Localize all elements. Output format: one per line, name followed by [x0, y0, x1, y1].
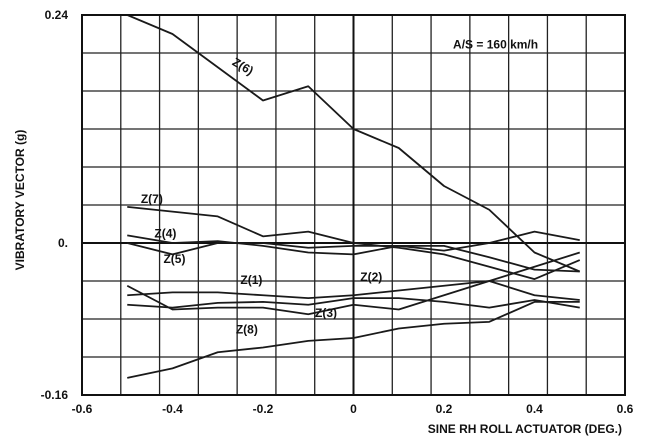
x-tick-label: 0.4: [526, 402, 543, 416]
series-label: Z(4): [154, 226, 176, 240]
series-label: Z(6): [230, 55, 256, 78]
x-axis-title: SINE RH ROLL ACTUATOR (DEG.): [428, 422, 622, 436]
series-label: Z(3): [315, 306, 337, 320]
y-tick-label: 0.24: [45, 8, 69, 22]
x-tick-label: -0.6: [72, 402, 93, 416]
y-tick-label: -0.16: [41, 388, 69, 402]
series-line-7: [127, 206, 581, 281]
series-line-6: [126, 14, 581, 273]
series-label: Z(5): [163, 252, 185, 266]
x-tick-label: 0: [350, 402, 357, 416]
x-axis-ticks: -0.6 -0.4 -0.2 0 0.2 0.4 0.6: [72, 402, 634, 416]
series-line-1: [127, 251, 581, 300]
series-layer: [126, 14, 581, 379]
y-tick-label: 0.: [58, 236, 68, 250]
grid: [81, 14, 626, 396]
airspeed-annotation: A/S = 160 km/h: [453, 37, 538, 51]
series-label: Z(8): [236, 322, 258, 336]
y-axis-title: VIBRATORY VECTOR (g): [13, 130, 27, 271]
x-tick-label: 0.6: [617, 402, 634, 416]
x-tick-label: 0.2: [436, 402, 453, 416]
series-label: Z(1): [240, 273, 262, 287]
y-axis-ticks: 0.24 0. -0.16: [41, 8, 69, 402]
series-line-2: [127, 297, 580, 309]
x-tick-label: -0.2: [253, 402, 274, 416]
series-label: Z(2): [360, 270, 382, 284]
series-line-4: [127, 230, 580, 256]
series-label: Z(7): [141, 192, 163, 206]
plot-frame: [81, 14, 626, 396]
series-line-8: [127, 300, 580, 379]
series-line-5: [127, 242, 580, 273]
x-tick-label: -0.4: [162, 402, 183, 416]
series-labels: Z(1) Z(2) Z(3) Z(4) Z(5) Z(6) Z(7) Z(8): [141, 55, 382, 336]
series-line-3: [126, 280, 580, 316]
